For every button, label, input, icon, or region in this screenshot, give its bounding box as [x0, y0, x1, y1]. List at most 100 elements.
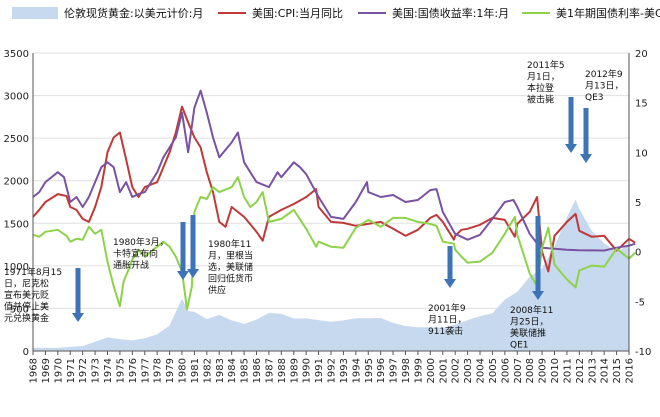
y-left-tick-label: 1500 [4, 219, 29, 230]
y-left-tick-label: 500 [10, 304, 29, 315]
x-tick-label: 1976 [128, 358, 139, 383]
annotation-nixon-line: 值并停止美 [4, 301, 49, 313]
x-tick-label: 2014 [600, 358, 611, 383]
y-left-tick-label: 3500 [4, 49, 29, 60]
annotation-sept11-line: 月11日， [428, 315, 466, 326]
annotation-nixon-line: 日，尼克松 [4, 278, 49, 290]
x-tick-label: 1992 [327, 358, 338, 383]
x-tick-label: 2009 [538, 358, 549, 383]
x-tick-label: 1974 [103, 358, 114, 383]
x-tick-label: 1986 [252, 358, 263, 383]
x-tick-label: 1978 [153, 358, 164, 383]
y-left-tick-label: 2000 [4, 177, 29, 188]
x-tick-label: 1975 [115, 358, 126, 383]
cpi-yoy-line [32, 105, 636, 273]
x-tick-label: 1985 [240, 358, 251, 383]
x-tick-label: 2001 [438, 358, 449, 383]
treasury-1y-yield-line [32, 89, 636, 252]
real-rate-line [32, 176, 636, 311]
annotation-china80-line: 通胀开战 [113, 260, 149, 271]
x-tick-label: 1991 [314, 358, 325, 383]
x-tick-label: 1970 [53, 358, 64, 383]
x-tick-label: 2007 [513, 358, 524, 383]
x-tick-label: 1972 [78, 358, 89, 383]
x-tick-label: 2004 [476, 358, 487, 383]
x-tick-label: 1998 [401, 358, 412, 383]
x-tick-label: 2013 [587, 358, 598, 383]
x-tick-label: 1994 [351, 358, 362, 383]
y-right-tick-label: -10 [635, 347, 651, 358]
x-tick-label: 1980 [178, 358, 189, 383]
annotation-qe3-line: 月13日， [585, 81, 623, 92]
legend-label-yield: 美国:国债收益率:1年:月 [392, 6, 509, 20]
y-right-tick-label: 0 [635, 248, 641, 259]
x-tick-label: 2015 [612, 358, 623, 383]
annotation-nixon-line: 宣布美元贬 [4, 289, 49, 301]
x-tick-label: 2008 [525, 358, 536, 383]
x-tick-label: 1977 [140, 358, 151, 383]
x-tick-label: 2006 [500, 358, 511, 383]
line-layer [32, 89, 636, 311]
x-tick-label: 1971 [66, 358, 77, 383]
y-right-tick-label: 15 [635, 99, 648, 110]
annotation-qe1-line: 美联储推 [510, 327, 546, 339]
annotation-arrows [72, 97, 592, 322]
reagan-arrow [187, 215, 199, 278]
annotation-reagan-line: 月，里根当 [208, 250, 253, 262]
x-tick-label: 2010 [550, 358, 561, 383]
x-tick-label: 1990 [302, 358, 313, 383]
qe1-arrow [532, 216, 544, 300]
legend-label-gold: 伦敦现货黄金:以美元计价:月 [64, 6, 203, 20]
x-tick-label: 1979 [165, 358, 176, 383]
annotation-sept11-line: 2001年9 [428, 302, 466, 314]
annotation-binladen-line: 被击毙 [527, 94, 554, 106]
y-left-tick-label: 0 [23, 347, 29, 358]
y-left-tick-label: 1000 [4, 262, 29, 273]
annotation-china80-line: 1980年3月， [113, 236, 169, 248]
x-tick-label: 2003 [463, 358, 474, 383]
y-left-tick-label: 3000 [4, 92, 29, 103]
x-tick-label: 1989 [289, 358, 300, 383]
x-tick-label: 2016 [625, 358, 636, 383]
x-tick-label: 2012 [575, 358, 586, 383]
x-tick-label: 1969 [41, 358, 52, 383]
axis-layer: 0 500 1000 1500 2000 2500 3000 3500 -10 -5 0 5 10 15 2… [4, 49, 652, 383]
x-tick-label: 1982 [202, 358, 213, 383]
annotation-binladen-line: 月1日， [527, 72, 560, 83]
binladen-arrow [565, 97, 577, 153]
y-right-tick-label: 20 [635, 49, 648, 60]
x-tick-label: 1987 [264, 358, 275, 383]
x-tick-label: 1988 [277, 358, 288, 383]
nixon-arrow [72, 268, 84, 322]
legend-swatch-gold [12, 7, 58, 19]
annotation-qe3-line: 2012年9 [585, 68, 623, 80]
grid [33, 52, 629, 352]
annotation-sept11-line: 911袭击 [428, 325, 463, 337]
annotation-binladen-line: 2011年5 [527, 59, 565, 71]
legend-label-cpi: 美国:CPI:当月同比 [252, 6, 343, 20]
x-tick-label: 1993 [339, 358, 350, 383]
x-tick-label: 2000 [426, 358, 437, 383]
annotation-qe3-line: QE3 [585, 93, 604, 103]
annotation-qe1-line: 月25日， [510, 317, 548, 328]
x-tick-label: 1973 [91, 358, 102, 383]
x-tick-label: 1983 [215, 358, 226, 383]
x-tick-label: 1968 [29, 358, 40, 383]
y-right-tick-label: 5 [635, 198, 641, 209]
x-tick-label: 2011 [562, 358, 573, 383]
annotation-china80-line: 卡特宣布向 [113, 248, 158, 260]
annotation-nixon-line: 元兑换黄金 [4, 312, 49, 324]
x-tick-label: 1999 [413, 358, 424, 383]
legend: 伦敦现货黄金:以美元计价:月 美国:CPI:当月同比 美国:国债收益率:1年:月… [12, 6, 660, 20]
annotation-binladen-line: 本拉登 [527, 82, 554, 94]
annotation-reagan-line: 选，美联储 [208, 261, 253, 273]
annotation-qe1-line: 2008年11 [510, 304, 553, 316]
x-tick-label: 2002 [451, 358, 462, 383]
annotation-nixon-line: 1971年8月15 [4, 266, 62, 278]
gold-area-layer [33, 199, 629, 351]
y-right-tick-label: -5 [635, 297, 645, 308]
x-tick-label: 2005 [488, 358, 499, 383]
x-tick-label: 1984 [227, 358, 238, 383]
annotation-qe1-line: QE1 [510, 341, 529, 351]
